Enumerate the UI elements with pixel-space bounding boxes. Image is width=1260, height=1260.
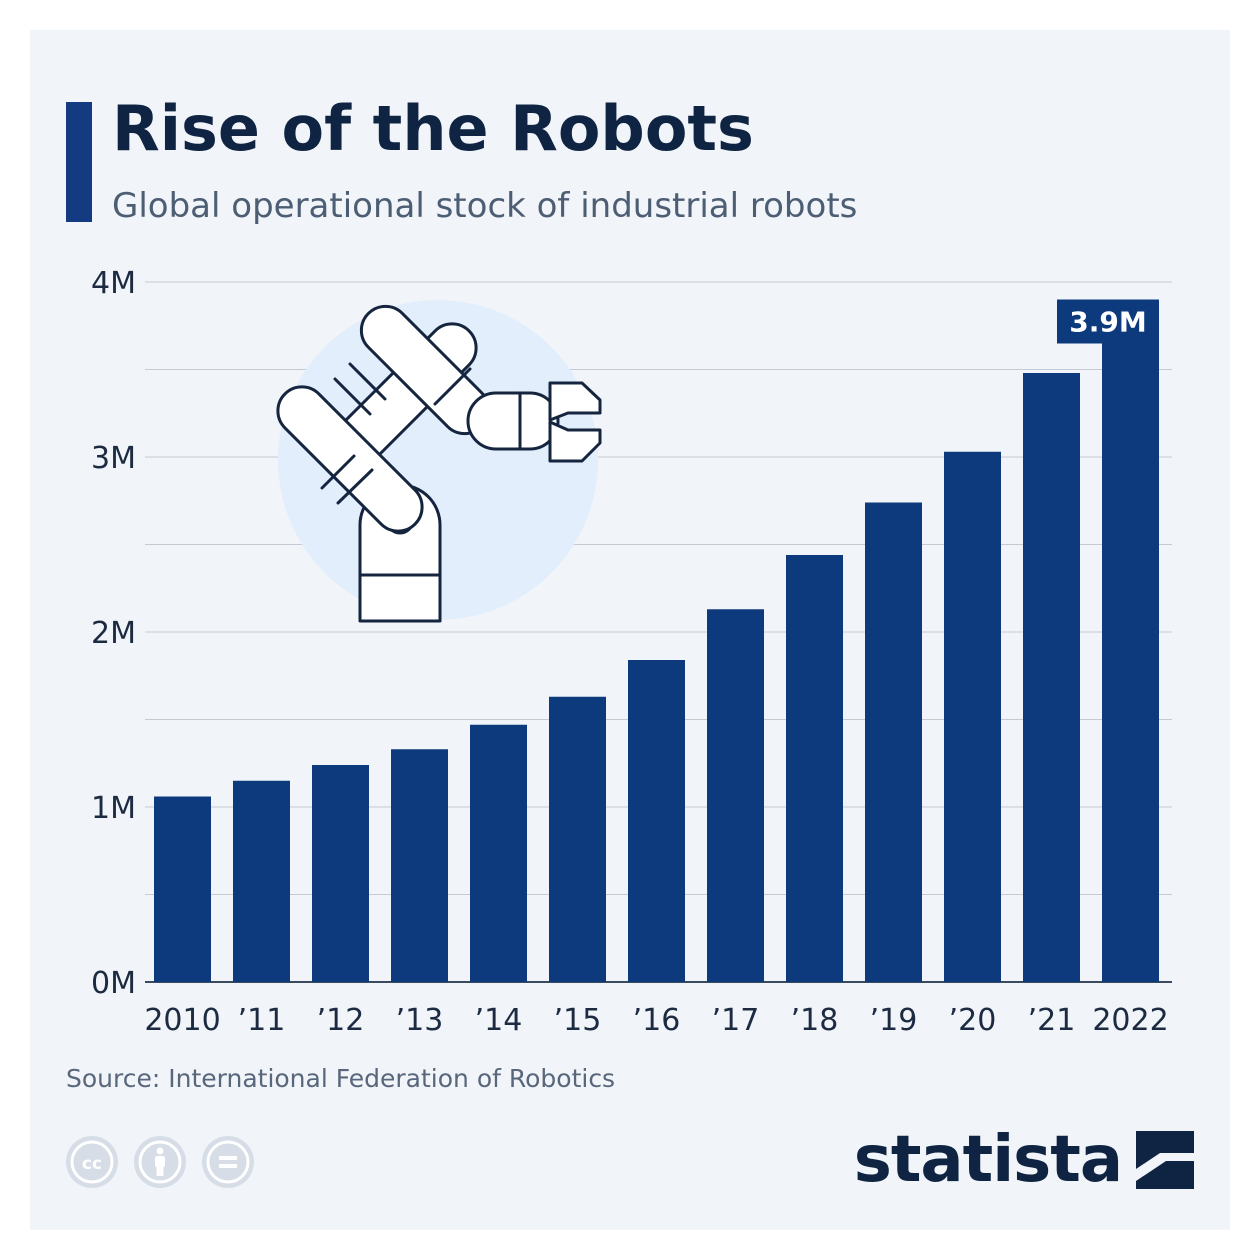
bar-0 (154, 796, 211, 982)
bar-5 (549, 696, 606, 982)
annotation-box (1057, 299, 1159, 344)
attribution-icon[interactable] (134, 1136, 186, 1188)
x-tick-label: ’21 (1028, 1003, 1076, 1038)
x-tick-label: ’16 (633, 1003, 681, 1038)
annotation-label: 3.9M (1069, 306, 1146, 339)
bar-6 (628, 660, 685, 982)
source-note: Source: International Federation of Robo… (66, 1064, 616, 1093)
x-tick-label: ’19 (870, 1003, 918, 1038)
x-tick-label: ’15 (554, 1003, 602, 1038)
bars (154, 299, 1159, 982)
y-tick-label: 2M (91, 616, 136, 651)
bar-11 (1023, 373, 1080, 982)
svg-text:cc: cc (82, 1154, 102, 1174)
y-tick-label: 0M (91, 966, 136, 1001)
x-tick-label: ’11 (238, 1003, 286, 1038)
bar-4 (470, 724, 527, 982)
x-tick-label: ’20 (949, 1003, 997, 1038)
chart-title: Rise of the Robots (112, 92, 754, 165)
y-tick-label: 3M (91, 441, 136, 476)
chart-subtitle: Global operational stock of industrial r… (112, 186, 858, 226)
value-annotation: 3.9M (1057, 299, 1159, 344)
bar-8 (786, 555, 843, 982)
y-axis-ticks: 0M 1M 2M 3M 4M (91, 266, 136, 1001)
license-icons: cc (66, 1136, 254, 1188)
bar-9 (865, 502, 922, 982)
no-derivatives-icon[interactable] (202, 1136, 254, 1188)
x-tick-label: 2010 (144, 1003, 220, 1038)
cc-icon[interactable]: cc (66, 1136, 118, 1188)
y-tick-label: 4M (91, 266, 136, 301)
brand-logo[interactable]: statista (854, 1128, 1194, 1192)
robot-arm-icon (276, 304, 602, 623)
illustration-circle (278, 300, 598, 620)
title-accent-bar (66, 102, 92, 222)
x-tick-label: ’14 (475, 1003, 523, 1038)
bar-10 (944, 451, 1001, 982)
y-tick-label: 1M (91, 791, 136, 826)
statista-logo-icon (1136, 1131, 1194, 1189)
robot-arm-illustration (276, 300, 602, 623)
x-tick-label: ’13 (396, 1003, 444, 1038)
brand-name: statista (853, 1123, 1123, 1197)
x-tick-label: ’18 (791, 1003, 839, 1038)
x-tick-label: 2022 (1092, 1003, 1168, 1038)
x-axis-ticks: 2010 ’11 ’12 ’13 ’14 ’15 ’16 ’17 ’18 ’19 ’20 ’21 202… (144, 1003, 1168, 1038)
bar-12 (1102, 299, 1159, 982)
bar-7 (707, 609, 764, 982)
x-tick-label: ’12 (317, 1003, 365, 1038)
bar-1 (233, 780, 290, 982)
x-tick-label: ’17 (712, 1003, 760, 1038)
bar-2 (312, 765, 369, 982)
bar-3 (391, 749, 448, 982)
